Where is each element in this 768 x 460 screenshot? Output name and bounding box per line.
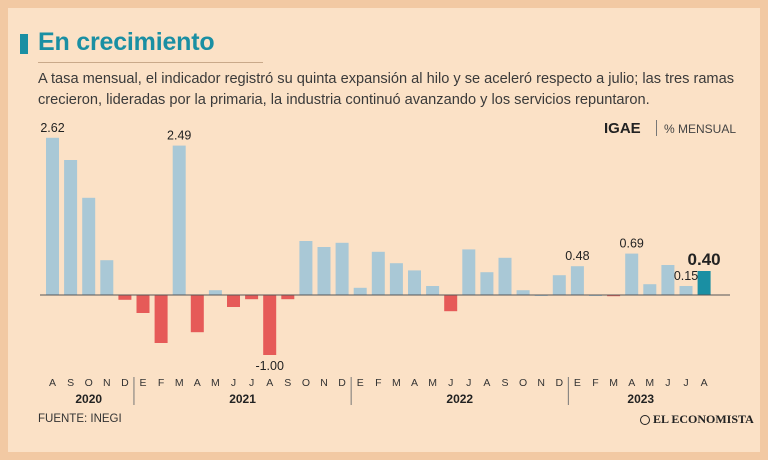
x-tick-label: M: [645, 377, 654, 389]
x-tick-label: M: [609, 377, 618, 389]
x-tick-label: M: [392, 377, 401, 389]
data-label: 0.40: [688, 250, 721, 269]
x-tick-label: J: [683, 377, 688, 389]
bar: [100, 260, 114, 295]
bar: [625, 253, 639, 295]
bar: [82, 197, 96, 295]
bar: [516, 290, 530, 295]
x-tick-label: O: [519, 377, 527, 389]
bar: [552, 275, 566, 295]
x-tick-label: E: [139, 377, 146, 389]
x-tick-label: E: [574, 377, 581, 389]
x-tick-label: D: [121, 377, 129, 389]
bar: [371, 251, 385, 295]
data-label: 0.69: [620, 237, 644, 251]
bar: [480, 272, 494, 295]
title-accent-bar: [20, 34, 28, 54]
bar: [570, 266, 584, 295]
x-tick-label: A: [194, 377, 201, 389]
x-tick-label: J: [231, 377, 236, 389]
x-tick-label: N: [320, 377, 328, 389]
bar: [245, 295, 259, 300]
brand-logo: EL ECONOMISTA: [640, 412, 754, 427]
data-label: -1.00: [255, 359, 284, 373]
bar: [136, 295, 150, 313]
x-tick-label: D: [556, 377, 564, 389]
bar: [335, 242, 349, 295]
bar: [299, 241, 313, 295]
bar: [172, 145, 186, 295]
brand-mark-icon: [640, 414, 650, 425]
x-tick-label: J: [466, 377, 471, 389]
data-label: 2.49: [167, 129, 191, 143]
chart-card: [8, 8, 760, 452]
year-label: 2021: [229, 392, 256, 406]
x-tick-label: M: [175, 377, 184, 389]
x-tick-label: S: [284, 377, 291, 389]
bar: [64, 160, 78, 295]
bar: [444, 295, 458, 312]
bar: [679, 286, 693, 295]
x-tick-label: O: [302, 377, 310, 389]
indicator-label: IGAE: [604, 120, 641, 137]
x-tick-label: A: [411, 377, 418, 389]
x-tick-label: N: [103, 377, 111, 389]
x-tick-label: J: [665, 377, 670, 389]
year-label: 2023: [627, 392, 654, 406]
chart-subtitle: A tasa mensual, el indicador registró su…: [38, 71, 735, 108]
bar: [389, 263, 403, 295]
x-tick-label: N: [537, 377, 545, 389]
bar: [697, 271, 711, 295]
bar: [661, 265, 675, 295]
bar: [154, 295, 168, 343]
x-tick-label: J: [249, 377, 254, 389]
data-label: 0.15: [674, 269, 698, 283]
brand-name: EL ECONOMISTA: [653, 412, 754, 426]
x-tick-label: F: [592, 377, 598, 389]
x-tick-label: M: [211, 377, 220, 389]
source-note: FUENTE: INEGI: [38, 413, 122, 425]
x-tick-label: J: [448, 377, 453, 389]
x-tick-label: A: [49, 377, 56, 389]
data-label: 2.62: [40, 121, 64, 135]
year-label: 2020: [75, 392, 102, 406]
bar: [426, 286, 440, 295]
bar: [462, 249, 476, 295]
unit-separator: [656, 120, 657, 136]
bar: [353, 287, 367, 295]
x-tick-label: O: [85, 377, 93, 389]
bar: [408, 270, 421, 295]
data-label: 0.48: [565, 249, 589, 263]
bar: [227, 295, 240, 307]
x-tick-label: A: [483, 377, 490, 389]
year-label: 2022: [446, 392, 473, 406]
x-tick-label: A: [628, 377, 635, 389]
x-tick-label: M: [428, 377, 437, 389]
bar: [208, 290, 222, 295]
x-tick-label: F: [375, 377, 381, 389]
bar: [498, 257, 512, 295]
chart-title: En crecimiento: [38, 28, 215, 56]
bar: [46, 137, 59, 295]
bar: [118, 295, 132, 300]
x-tick-label: F: [158, 377, 164, 389]
bar: [281, 295, 295, 300]
bar: [643, 284, 657, 295]
bar: [317, 247, 331, 295]
x-tick-label: S: [67, 377, 74, 389]
bar: [607, 295, 621, 297]
x-tick-label: A: [266, 377, 273, 389]
x-tick-label: A: [701, 377, 708, 389]
x-tick-label: E: [357, 377, 364, 389]
title-rule: [38, 62, 263, 63]
unit-label: % MENSUAL: [664, 122, 737, 136]
bar: [190, 295, 204, 333]
x-tick-label: S: [501, 377, 508, 389]
bar: [263, 295, 277, 355]
x-tick-label: D: [338, 377, 346, 389]
